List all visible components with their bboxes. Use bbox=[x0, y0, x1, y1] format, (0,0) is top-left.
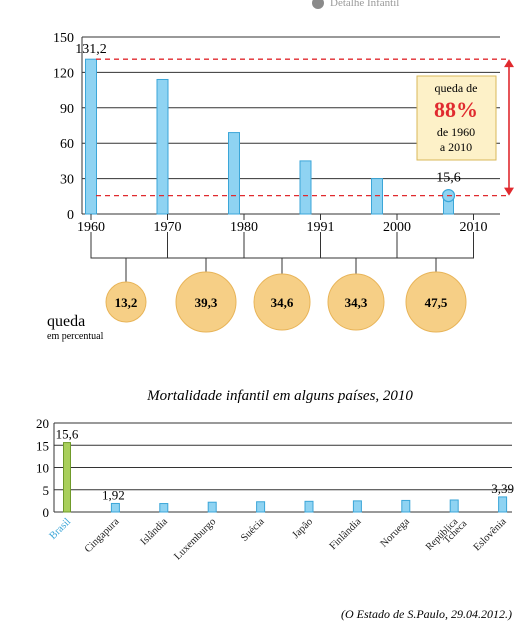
chart1-data-label: 15,6 bbox=[436, 171, 461, 186]
chart2-data-label: 3,39 bbox=[491, 481, 514, 496]
chart1-drops-label: queda bbox=[47, 313, 85, 330]
chart1-drop-bubble bbox=[327, 273, 385, 331]
chart2-bar bbox=[256, 501, 266, 513]
chart2-title: Mortalidade infantil em alguns países, 2… bbox=[146, 388, 413, 404]
chart1-x-tick-label: 2010 bbox=[460, 220, 488, 235]
chart1-bar bbox=[299, 160, 312, 215]
chart1-data-label: 131,2 bbox=[75, 42, 107, 57]
chart2-bars bbox=[63, 442, 508, 513]
chart1-callout-box bbox=[416, 75, 497, 161]
chart1-drop-value: 34,6 bbox=[271, 295, 294, 310]
chart2-bar bbox=[498, 496, 508, 513]
chart2-x-tick-label: Brasil bbox=[48, 516, 74, 542]
chart1-drop-value: 34,3 bbox=[345, 295, 368, 310]
chart2-data-label: 1,92 bbox=[102, 487, 125, 502]
chart2-data-label: 15,6 bbox=[56, 427, 79, 442]
chart2-x-tick-label: Cingapura bbox=[83, 516, 122, 555]
chart2-x-tick-label: Islândia bbox=[139, 516, 171, 548]
chart1-bar bbox=[371, 178, 383, 215]
chart1-y-tick-label: 0 bbox=[67, 208, 74, 223]
chart1-x-tick-label: 1960 bbox=[77, 220, 105, 235]
chart1-callout-value: 88% bbox=[434, 97, 478, 122]
chart1-drop-bracket bbox=[243, 232, 321, 259]
chart1-x-axis: 1960 1970 1980 1991 2000 2010 bbox=[77, 214, 488, 235]
chart1-drop-value: 47,5 bbox=[425, 295, 448, 310]
chart2-x-axis: Brasil Cingapura Islândia Luxemburgo Suécia J… bbox=[48, 516, 509, 562]
chart1-drops-sublabel: em percentual bbox=[47, 331, 104, 342]
header-fragment: Detalhe Infantil bbox=[312, 0, 399, 9]
chart1-y-tick-label: 150 bbox=[53, 31, 74, 46]
chart1-drop-value: 13,2 bbox=[115, 295, 138, 310]
chart2-bar bbox=[304, 500, 314, 513]
chart1-arrow-head-down bbox=[504, 187, 514, 196]
chart1-bar bbox=[228, 132, 240, 215]
chart2-bar bbox=[63, 442, 71, 513]
chart1-gridlines bbox=[81, 36, 500, 215]
chart2-bar bbox=[401, 499, 411, 513]
chart1-bar bbox=[85, 58, 97, 215]
chart1-drop-bracket bbox=[396, 232, 474, 259]
chart1-data-labels: 131,2 15,6 bbox=[75, 42, 461, 185]
chart2-y-tick-label: 15 bbox=[36, 438, 49, 453]
chart1-x-tick-label: 2000 bbox=[383, 220, 411, 235]
chart2-x-tick-label: Suécia bbox=[239, 516, 267, 544]
chart2-bar bbox=[352, 500, 362, 513]
chart2-x-tick-label: Japão bbox=[290, 516, 315, 541]
chart1-drop-bracket bbox=[320, 232, 398, 259]
chart1-bar bbox=[156, 78, 169, 215]
chart2-gridlines bbox=[53, 422, 512, 513]
chart1-drop-bubble bbox=[105, 281, 147, 323]
chart1-arrow-head-up bbox=[504, 59, 514, 68]
chart2-y-tick-label: 20 bbox=[36, 416, 49, 431]
chart1-callout-line2: de 1960 bbox=[437, 125, 475, 139]
chart2-data-labels: 15,6 1,92 3,39 bbox=[56, 427, 514, 503]
header-fragment-text: Detalhe Infantil bbox=[330, 0, 399, 9]
chart1-y-axis: 0 30 60 90 120 150 bbox=[53, 31, 74, 223]
chart2-x-tick-label: Luxemburgo bbox=[172, 516, 218, 562]
chart2-x-tick-label: Eslovênia bbox=[472, 516, 509, 553]
chart2-bar bbox=[110, 502, 120, 513]
chart2-y-tick-label: 0 bbox=[43, 505, 50, 520]
chart1-callout-line1: queda de bbox=[435, 81, 478, 95]
chart1-drop-bracket bbox=[167, 232, 245, 259]
chart1-drop-bubble bbox=[253, 273, 311, 331]
chart2-y-axis: 0 5 10 15 20 bbox=[36, 416, 49, 520]
chart1-drop-bubble bbox=[405, 271, 467, 333]
chart1-y-tick-label: 30 bbox=[60, 173, 74, 188]
chart1-drop-value: 39,3 bbox=[195, 295, 218, 310]
chart1-y-tick-label: 60 bbox=[60, 137, 74, 152]
chart2-x-tick-label: Finlândia bbox=[328, 516, 364, 552]
chart1-drop-bubble bbox=[175, 271, 237, 333]
chart2-x-tick-label: Noruega bbox=[379, 516, 413, 550]
chart1-x-tick-label: 1991 bbox=[307, 220, 335, 235]
chart2-bar bbox=[449, 499, 459, 513]
chart1-x-tick-label: 1970 bbox=[154, 220, 182, 235]
chart2-bar bbox=[207, 501, 217, 513]
chart1-bars bbox=[85, 58, 456, 215]
chart1-callout-line3: a 2010 bbox=[440, 140, 472, 154]
chart1-y-tick-label: 120 bbox=[53, 66, 74, 81]
chart1-drop-bracket bbox=[90, 232, 168, 259]
chart2-y-tick-label: 10 bbox=[36, 461, 49, 476]
chart2-y-tick-label: 5 bbox=[43, 483, 50, 498]
source-caption: (O Estado de S.Paulo, 29.04.2012.) bbox=[341, 607, 512, 621]
chart1-y-tick-label: 90 bbox=[60, 102, 74, 117]
chart1-x-tick-label: 1980 bbox=[230, 220, 258, 235]
chart2-bar bbox=[159, 503, 169, 513]
